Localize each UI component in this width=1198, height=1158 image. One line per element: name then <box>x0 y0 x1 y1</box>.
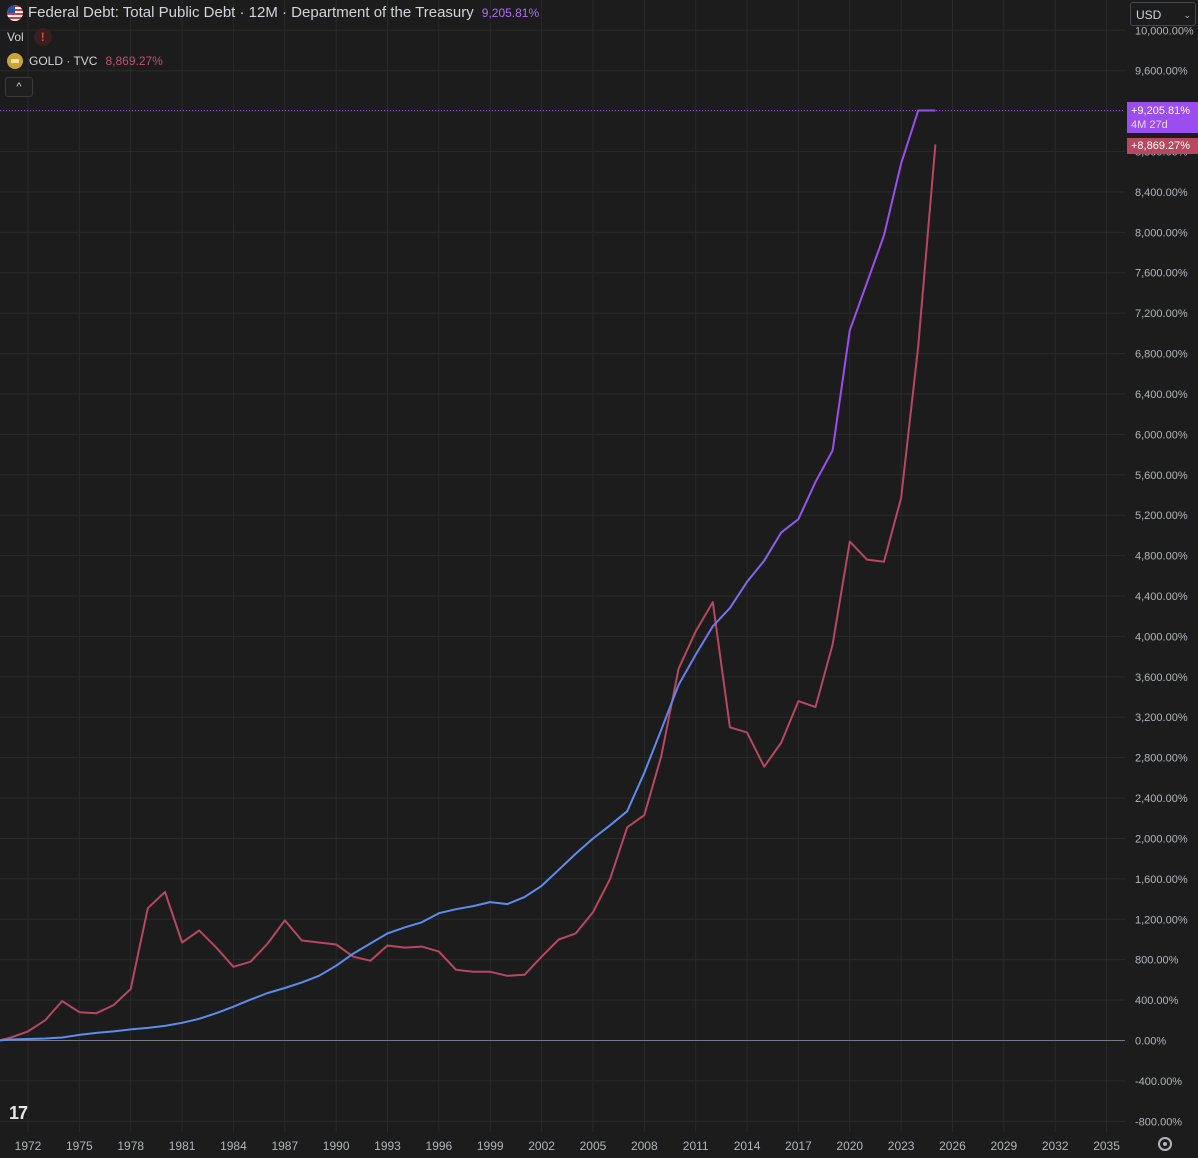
gold-series-title[interactable]: GOLD · TVC <box>29 54 98 68</box>
warning-icon[interactable]: ! <box>33 28 52 46</box>
x-tick-label: 2017 <box>785 1139 812 1153</box>
y-tick-label: 6,000.00% <box>1135 429 1188 441</box>
y-tick-label: 800.00% <box>1135 955 1179 967</box>
y-tick-label: 4,800.00% <box>1135 551 1188 563</box>
x-tick-label: 2023 <box>888 1139 915 1153</box>
main-series-value: 9,205.81% <box>481 6 540 20</box>
settings-icon[interactable] <box>1158 1137 1172 1151</box>
tradingview-logo[interactable]: 17 <box>9 1103 28 1123</box>
x-tick-label: 2011 <box>683 1139 709 1153</box>
collapse-legend-button[interactable]: ^ <box>5 77 33 97</box>
x-tick-label: 1978 <box>117 1139 144 1153</box>
x-tick-label: 2005 <box>580 1139 607 1153</box>
y-tick-label: 5,200.00% <box>1135 510 1188 522</box>
gold-series-value: 8,869.27% <box>105 54 163 68</box>
x-tick-label: 1981 <box>169 1139 196 1153</box>
y-tick-label: 5,600.00% <box>1135 470 1188 482</box>
y-tick-label: 6,400.00% <box>1135 389 1188 401</box>
y-tick-label: 7,600.00% <box>1135 268 1188 280</box>
grid-lines <box>0 0 1125 1132</box>
series-lines <box>0 109 937 1042</box>
x-axis[interactable]: 1972 1975 1978 1981 1984 1987 1990 1993 1996 1999… <box>15 1139 1121 1153</box>
y-tick-label: 1,600.00% <box>1135 874 1188 886</box>
y-tick-label: 1,200.00% <box>1135 914 1188 926</box>
x-tick-label: 2032 <box>1042 1139 1069 1153</box>
y-tick-label: 6,800.00% <box>1135 349 1188 361</box>
x-tick-label: 2002 <box>528 1139 555 1153</box>
x-tick-label: 1987 <box>271 1139 298 1153</box>
us-flag-icon <box>7 5 23 21</box>
legend-row-gold[interactable]: GOLD · TVC 8,869.27% <box>7 52 163 70</box>
legend-row-vol[interactable]: Vol ! <box>7 28 52 46</box>
currency-label: USD <box>1136 8 1162 22</box>
y-tick-label: 400.00% <box>1135 995 1179 1007</box>
x-tick-label: 2026 <box>939 1139 966 1153</box>
y-tick-label: 4,000.00% <box>1135 631 1188 643</box>
y-tick-label: 10,000.00% <box>1135 25 1194 37</box>
x-tick-label: 1996 <box>426 1139 453 1153</box>
x-tick-label: 1975 <box>66 1139 93 1153</box>
debt-series-line[interactable] <box>0 109 936 1042</box>
y-tick-label: 8,000.00% <box>1135 227 1188 239</box>
gold-price-tag: +8,869.27% <box>1127 138 1198 154</box>
x-tick-label: 1990 <box>323 1139 350 1153</box>
x-tick-label: 2014 <box>734 1139 761 1153</box>
y-tick-label: 7,200.00% <box>1135 308 1188 320</box>
y-tick-label: 4,400.00% <box>1135 591 1188 603</box>
x-tick-label: 1972 <box>15 1139 42 1153</box>
x-tick-label: 1999 <box>477 1139 504 1153</box>
gold-series-line[interactable] <box>0 144 937 1042</box>
y-tick-label: 0.00% <box>1135 1036 1166 1048</box>
legend-row-main[interactable]: Federal Debt: Total Public Debt · 12M · … <box>7 4 539 22</box>
main-series-title[interactable]: Federal Debt: Total Public Debt · 12M · … <box>28 4 474 21</box>
y-tick-label: 3,200.00% <box>1135 712 1188 724</box>
y-tick-label: 8,400.00% <box>1135 187 1188 199</box>
y-tick-label: 9,600.00% <box>1135 66 1188 78</box>
y-tick-label: 2,000.00% <box>1135 833 1188 845</box>
gold-icon <box>7 53 23 69</box>
chevron-down-icon: ⌄ <box>1183 10 1191 20</box>
x-tick-label: 2035 <box>1093 1139 1120 1153</box>
x-tick-label: 1984 <box>220 1139 247 1153</box>
x-tick-label: 2020 <box>836 1139 863 1153</box>
gold-price-value: +8,869.27% <box>1131 140 1191 152</box>
x-tick-label: 2008 <box>631 1139 658 1153</box>
x-tick-label: 2029 <box>990 1139 1017 1153</box>
y-tick-label: 2,400.00% <box>1135 793 1188 805</box>
currency-select[interactable]: USD ⌄ <box>1130 2 1196 26</box>
debt-price-value: +9,205.81% <box>1131 105 1191 117</box>
y-tick-label: -800.00% <box>1135 1116 1182 1128</box>
y-tick-label: 3,600.00% <box>1135 672 1188 684</box>
y-axis[interactable]: 10,000.00%9,600.00%9,200.00%8,800.00%8,4… <box>1135 25 1194 1128</box>
vol-label[interactable]: Vol <box>7 30 24 44</box>
y-tick-label: 2,800.00% <box>1135 753 1188 765</box>
x-tick-label: 1993 <box>374 1139 401 1153</box>
y-tick-label: -400.00% <box>1135 1076 1182 1088</box>
debt-countdown: 4M 27d <box>1131 119 1168 131</box>
debt-price-tag: +9,205.81% 4M 27d <box>1127 102 1198 133</box>
